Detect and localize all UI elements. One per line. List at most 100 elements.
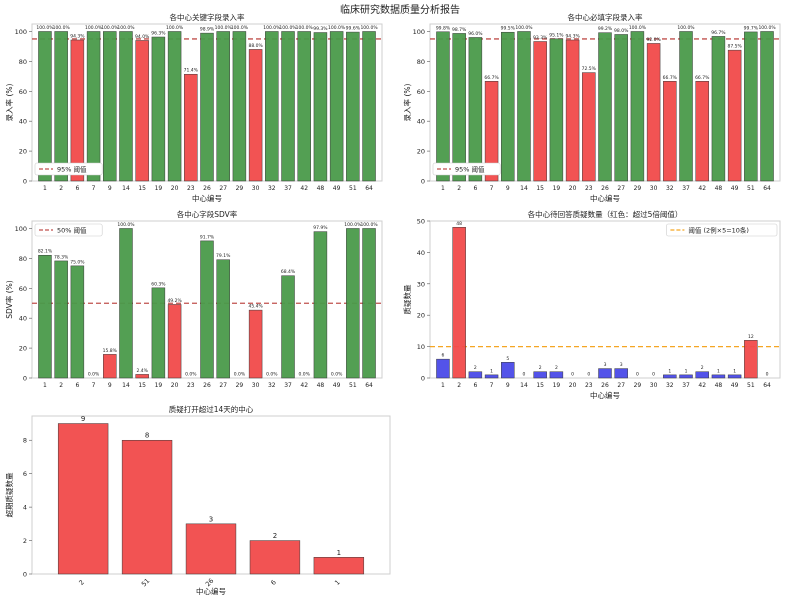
- x-tick-label: 26: [203, 185, 211, 192]
- bar: [760, 31, 774, 182]
- data-label: 100.0%: [296, 25, 314, 31]
- bar: [121, 439, 173, 575]
- legend-label: 50% 阈值: [57, 226, 87, 235]
- data-label: 100.0%: [101, 25, 119, 31]
- bar: [468, 371, 483, 379]
- x-tick-label: 15: [536, 185, 544, 192]
- bar: [200, 32, 214, 182]
- chart-sdv-rate: 各中心字段SDV率 0 20 40 60 80 100 SDV率 (%) 82.1% 1 78.3%…: [4, 209, 383, 389]
- bar: [436, 31, 450, 182]
- x-tick-label: 15: [138, 382, 146, 389]
- bar: [533, 41, 547, 182]
- bar: [151, 287, 166, 379]
- data-label: 2.4%: [136, 368, 148, 374]
- bar: [452, 227, 466, 379]
- data-label: 100.0%: [279, 25, 297, 31]
- data-label: 99.6%: [346, 26, 361, 32]
- x-tick-label: 42: [698, 185, 706, 192]
- x-tick-label: 32: [268, 382, 276, 389]
- data-label: 100.0%: [629, 25, 647, 31]
- x-tick-label: 64: [763, 382, 771, 389]
- bar: [167, 304, 182, 379]
- legend-label: 95% 阈值: [57, 165, 87, 174]
- y-tick-label: 40: [417, 118, 425, 126]
- bar: [70, 39, 85, 182]
- x-tick-label: 6: [75, 382, 79, 389]
- bar: [151, 36, 166, 182]
- bar: [216, 259, 230, 379]
- bar: [313, 557, 365, 575]
- x-tick-label: 14: [520, 185, 528, 192]
- bar: [346, 31, 360, 182]
- bar: [54, 260, 68, 379]
- data-label: 1: [490, 368, 493, 374]
- bar: [184, 73, 198, 182]
- data-label: 96.7%: [711, 30, 726, 36]
- data-label: 94.3%: [70, 33, 85, 39]
- x-tick-label: 14: [122, 382, 130, 389]
- y-tick-label: 8: [23, 437, 27, 445]
- bar: [695, 81, 709, 182]
- x-tick-label: 29: [236, 382, 244, 389]
- data-label: 93.3%: [533, 35, 548, 41]
- x-tick-label: 6: [473, 185, 477, 192]
- x-tick-label: 7: [490, 185, 494, 192]
- bar: [549, 371, 564, 379]
- bar: [167, 31, 182, 182]
- legend-box: [34, 162, 103, 176]
- x-tick-label: 26: [601, 185, 609, 192]
- data-label: 100.0%: [677, 25, 695, 31]
- bar: [362, 228, 376, 379]
- data-label: 0.0%: [185, 372, 197, 378]
- x-tick-label: 7: [92, 185, 96, 192]
- y-tick-label: 60: [19, 285, 27, 293]
- x-tick-label: 37: [284, 185, 292, 192]
- y-tick-label: 2: [23, 537, 27, 545]
- data-label: 0.0%: [234, 372, 246, 378]
- bar: [135, 374, 149, 379]
- data-label: 99.7%: [744, 25, 759, 31]
- data-label: 3: [620, 362, 623, 368]
- data-label: 78.3%: [54, 254, 69, 260]
- x-tick-label: 29: [236, 185, 244, 192]
- legend: 95% 阈值: [34, 162, 103, 176]
- y-axis-label: 录入率 (%): [4, 84, 14, 122]
- bar: [281, 31, 295, 182]
- bar: [452, 33, 466, 182]
- x-tick-label: 23: [585, 185, 593, 192]
- bar: [695, 371, 709, 379]
- x-tick-label: 42: [698, 382, 706, 389]
- data-label: 66.7%: [663, 75, 678, 81]
- data-label: 0: [636, 372, 639, 378]
- data-label: 2: [539, 365, 542, 371]
- data-label: 100.0%: [328, 25, 346, 31]
- x-tick-label: 1: [441, 185, 445, 192]
- chart-title: 各中心待回答质疑数量（红色：超过5倍阈值）: [528, 209, 683, 219]
- data-label: 0: [571, 372, 574, 378]
- y-tick-label: 100: [15, 225, 27, 233]
- data-label: 100.0%: [215, 25, 233, 31]
- bar: [549, 38, 564, 182]
- bar: [265, 31, 279, 182]
- x-tick-label: 48: [317, 185, 325, 192]
- data-label: 66.7%: [695, 75, 710, 81]
- data-label: 100.0%: [360, 222, 378, 228]
- data-label: 66.7%: [484, 75, 499, 81]
- data-label: 96.0%: [468, 31, 483, 37]
- x-tick-label: 1: [333, 578, 342, 587]
- y-tick-label: 0: [421, 375, 425, 383]
- bar: [54, 31, 68, 182]
- data-label: 49.2%: [167, 298, 182, 304]
- data-label: 2: [701, 365, 704, 371]
- chart-key-fields: 各中心关键字段录入率 0 20 40 60 80 100 录入率 (%) 100.0% 1 100.…: [4, 12, 383, 203]
- x-tick-label: 19: [155, 382, 163, 389]
- x-tick-label: 48: [317, 382, 325, 389]
- legend-box: [34, 223, 103, 237]
- x-tick-label: 9: [506, 382, 510, 389]
- data-label: 91.7%: [200, 234, 215, 240]
- x-axis-label: 中心编号: [196, 586, 226, 596]
- data-label: 3: [604, 362, 607, 368]
- bar: [232, 31, 247, 182]
- x-tick-label: 49: [731, 185, 739, 192]
- legend: 95% 阈值: [432, 162, 501, 176]
